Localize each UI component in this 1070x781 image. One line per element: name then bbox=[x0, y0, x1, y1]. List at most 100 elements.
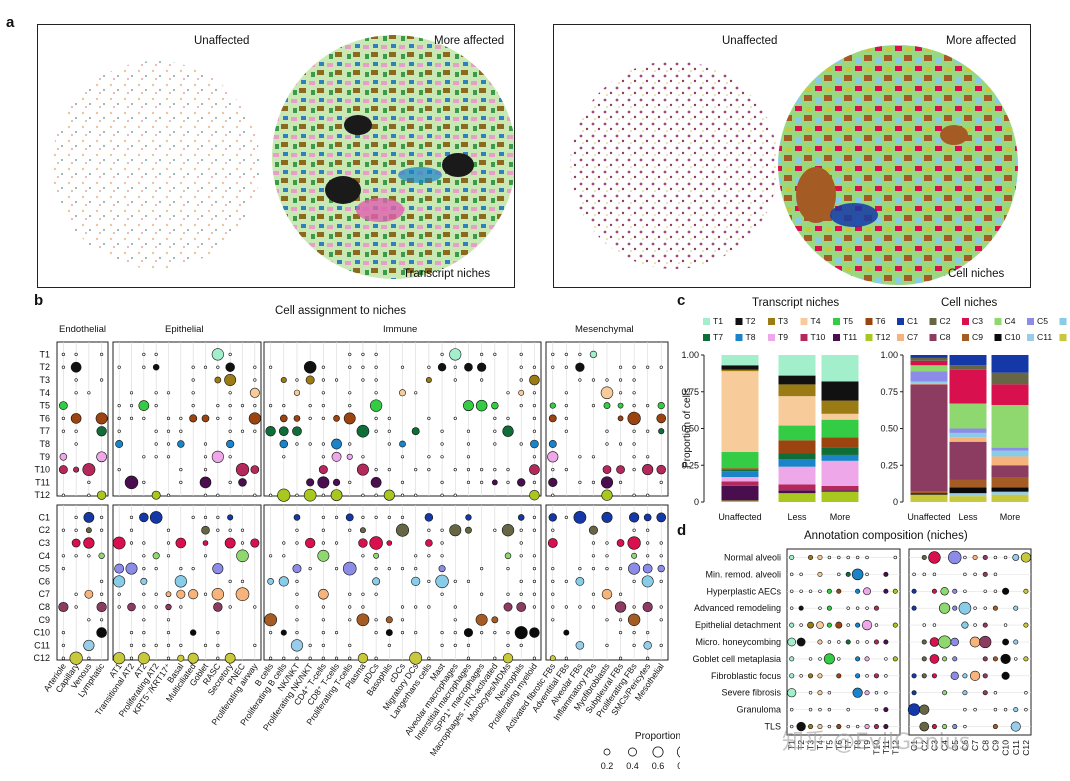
dot-C1 bbox=[564, 515, 568, 519]
dot-C11 bbox=[216, 643, 220, 648]
dot-C7 bbox=[506, 592, 510, 596]
dot-T6 bbox=[343, 412, 356, 425]
dot-C2 bbox=[74, 528, 78, 532]
dot-C1 bbox=[321, 515, 325, 519]
bar-segment-C9 bbox=[949, 479, 987, 488]
dot-T1 bbox=[564, 352, 568, 357]
bar-segment-C2 bbox=[949, 365, 987, 370]
annot-dot-T11 bbox=[883, 724, 889, 730]
annot-col-label: T11 bbox=[881, 740, 891, 754]
row-label-C5: C5 bbox=[38, 564, 50, 574]
dot-C8 bbox=[127, 602, 136, 612]
dot-T8 bbox=[226, 439, 235, 449]
annot-col-label: C10 bbox=[1001, 740, 1011, 756]
dot-C8 bbox=[96, 601, 107, 613]
row-label-C10: C10 bbox=[33, 628, 50, 638]
dot-T5 bbox=[564, 403, 568, 408]
bar-segment-C10 bbox=[991, 487, 1029, 492]
dot-T10 bbox=[427, 468, 431, 472]
legend-dot bbox=[628, 747, 637, 757]
bar-segment-C10 bbox=[949, 487, 987, 494]
dot-C7 bbox=[84, 589, 94, 599]
row-label-C8: C8 bbox=[38, 602, 50, 612]
dot-T3 bbox=[529, 374, 540, 386]
annot-dot-T11 bbox=[884, 657, 888, 661]
dot-C2 bbox=[449, 524, 462, 537]
dot-T12 bbox=[400, 493, 405, 497]
group-label-epithelial: Epithelial bbox=[165, 324, 204, 335]
annot-dot-T3 bbox=[808, 657, 813, 661]
dot-T2 bbox=[225, 362, 235, 372]
dot-C11 bbox=[575, 641, 585, 650]
bar-segment-T12 bbox=[821, 491, 859, 502]
dot-C3 bbox=[112, 536, 126, 550]
annot-dot-C12 bbox=[1023, 622, 1029, 628]
dot-T5 bbox=[369, 399, 383, 412]
annot-dot-C10 bbox=[1002, 587, 1010, 595]
annot-dot-C6 bbox=[963, 707, 967, 712]
annot-dot-T8 bbox=[855, 656, 861, 662]
dot-C12 bbox=[466, 656, 471, 660]
legend-swatch-T6 bbox=[865, 318, 873, 325]
annot-col-label: C11 bbox=[1011, 740, 1021, 755]
dot-T3 bbox=[519, 378, 523, 382]
annot-dot-C8 bbox=[983, 606, 987, 610]
bar-segment-T6 bbox=[821, 437, 859, 448]
more-affected-tissue-map bbox=[272, 35, 514, 279]
dot-T11 bbox=[142, 480, 146, 484]
dot-T2 bbox=[152, 363, 160, 371]
annot-dot-T11 bbox=[884, 674, 888, 678]
dot-T6 bbox=[70, 413, 82, 424]
dot-C1 bbox=[149, 511, 163, 524]
dot-C10 bbox=[280, 629, 287, 636]
dot-C1 bbox=[387, 515, 391, 519]
dot-C6 bbox=[564, 579, 568, 584]
dot-C1 bbox=[203, 515, 208, 519]
dot-T1 bbox=[361, 352, 365, 357]
dot-T4 bbox=[414, 391, 418, 395]
dot-T10 bbox=[564, 468, 568, 472]
annot-dot-T6 bbox=[836, 673, 842, 679]
dot-C10 bbox=[216, 631, 220, 635]
dot-C12 bbox=[564, 656, 568, 660]
dot-T1 bbox=[449, 348, 462, 361]
bar-segment-C7 bbox=[949, 437, 987, 442]
dot-C4 bbox=[440, 554, 444, 558]
dot-C4 bbox=[203, 554, 208, 558]
dot-C3 bbox=[321, 541, 325, 545]
dot-T3 bbox=[224, 374, 237, 386]
dot-C1 bbox=[548, 513, 557, 522]
bar-segment-C12 bbox=[910, 494, 948, 502]
annot-dot-T9 bbox=[865, 572, 869, 577]
dot-T8 bbox=[440, 442, 444, 446]
dot-T9 bbox=[203, 455, 208, 459]
dot-T7 bbox=[493, 429, 497, 433]
dot-C8 bbox=[591, 605, 596, 609]
dot-C5 bbox=[438, 565, 446, 573]
panel-c-left-title: Transcript niches bbox=[752, 297, 840, 309]
dot-T5 bbox=[603, 402, 611, 410]
dot-C11 bbox=[387, 643, 391, 648]
legend-swatch-T11 bbox=[833, 334, 840, 341]
dot-C9 bbox=[475, 613, 488, 626]
annot-dot-C1 bbox=[911, 673, 917, 679]
dot-C7 bbox=[117, 592, 121, 596]
group-label-immune: Immune bbox=[383, 324, 417, 335]
annot-dot-T10 bbox=[874, 707, 879, 712]
legend-label-T3: T3 bbox=[778, 316, 788, 326]
dot-C11 bbox=[605, 643, 609, 648]
legend-swatch-T7 bbox=[703, 334, 710, 341]
dot-T10 bbox=[82, 463, 96, 477]
dot-T8 bbox=[632, 442, 636, 446]
dot-T8 bbox=[154, 442, 158, 446]
dot-T7 bbox=[117, 429, 121, 433]
dot-T7 bbox=[387, 429, 391, 433]
dot-T4 bbox=[398, 389, 407, 397]
annot-dot-T5 bbox=[827, 640, 832, 644]
dot-T8 bbox=[166, 442, 171, 446]
dot-C3 bbox=[142, 541, 146, 545]
dot-C3 bbox=[519, 541, 523, 545]
dot-C6 bbox=[659, 579, 663, 584]
dot-T12 bbox=[321, 493, 325, 497]
dot-C5 bbox=[642, 563, 653, 574]
